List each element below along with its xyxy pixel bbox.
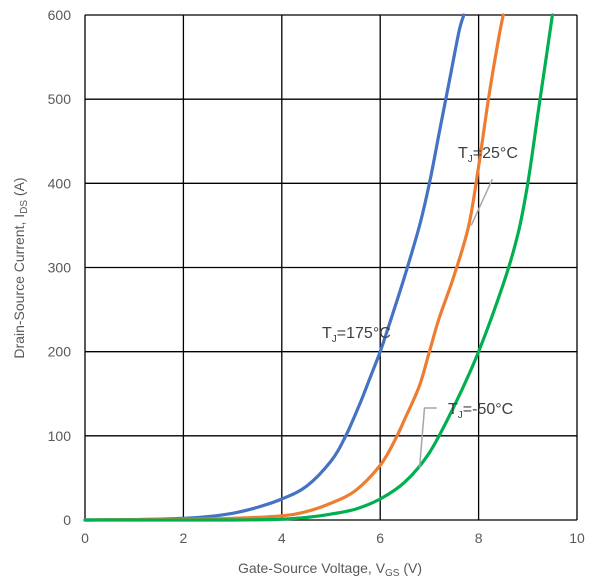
series-line-tj-minus-50 <box>83 13 554 522</box>
x-tick-label: 0 <box>81 530 89 546</box>
series-layer <box>83 13 554 522</box>
y-tick-label: 100 <box>48 428 72 444</box>
series-line-tj-25 <box>83 13 505 522</box>
grid-lines <box>84 14 578 521</box>
y-tick-label: 200 <box>48 344 72 360</box>
y-tick-label: 600 <box>48 7 72 23</box>
annotation-tj-175: TJ=175°C <box>322 325 391 345</box>
x-tick-label: 4 <box>278 530 286 546</box>
x-axis-title: Gate-Source Voltage, VGS (V) <box>238 560 422 579</box>
leader-line-tj-25 <box>470 178 494 226</box>
x-tick-label: 8 <box>475 530 483 546</box>
annotation-tj-minus-50: TJ=-50°C <box>448 401 513 421</box>
x-tick-label: 10 <box>569 530 585 546</box>
series-line-tj-175 <box>83 13 466 522</box>
y-tick-label: 0 <box>63 512 71 528</box>
annotation-leaders <box>418 178 494 468</box>
y-tick-label: 400 <box>48 175 72 191</box>
annotation-tj-25: TJ=25°C <box>458 145 518 165</box>
y-tick-label: 500 <box>48 91 72 107</box>
x-tick-label: 2 <box>180 530 188 546</box>
y-tick-label: 300 <box>48 260 72 276</box>
y-axis-title: Drain-Source Current, IDS (A) <box>11 177 30 358</box>
leader-line-tj-minus-50 <box>418 407 437 468</box>
x-tick-label: 6 <box>376 530 384 546</box>
